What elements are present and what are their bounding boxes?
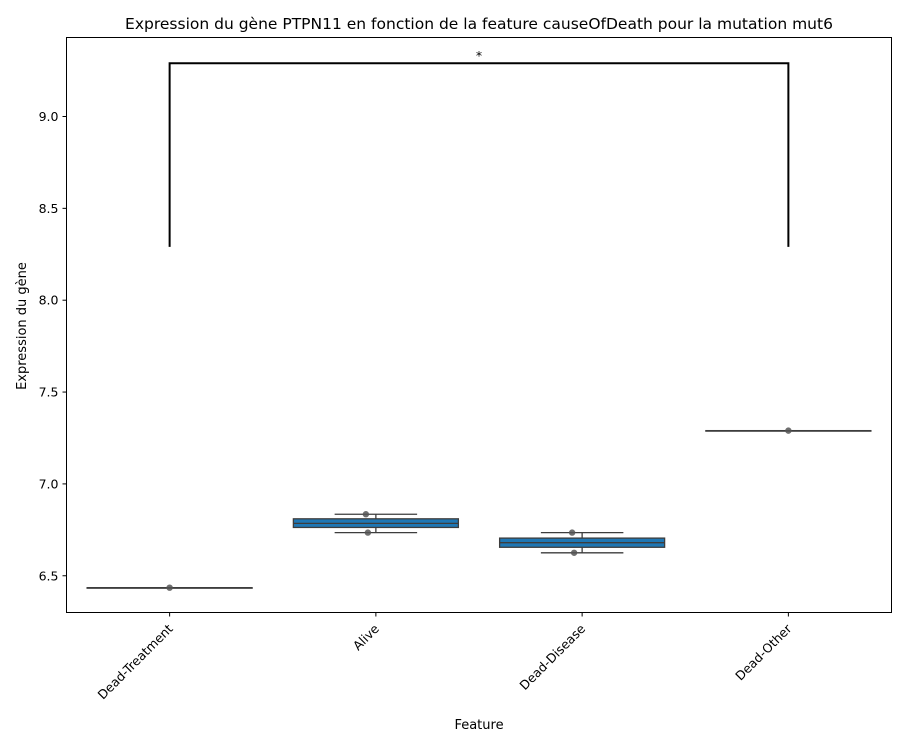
data-point <box>568 529 576 536</box>
x-tick-label: Dead-Treatment <box>95 621 176 702</box>
y-tick-label: 6.5 <box>39 568 59 583</box>
y-tick-label: 7.0 <box>39 476 59 491</box>
x-tick-label: Alive <box>350 621 382 653</box>
x-tick-label: Dead-Disease <box>516 621 588 693</box>
data-point <box>570 549 578 556</box>
y-tick-label: 7.5 <box>39 385 59 400</box>
chart-title: Expression du gène PTPN11 en fonction de… <box>125 15 833 33</box>
x-tick-label: Dead-Other <box>732 620 795 683</box>
y-axis-label: Expression du gène <box>15 262 30 390</box>
x-axis-label: Feature <box>454 718 503 733</box>
y-tick-label: 9.0 <box>39 109 59 124</box>
data-point <box>785 427 792 434</box>
y-tick-label: 8.0 <box>39 293 59 308</box>
data-point <box>166 584 173 591</box>
plot-frame <box>66 37 892 613</box>
data-point <box>364 529 372 536</box>
data-point <box>362 511 370 518</box>
y-tick-label: 8.5 <box>39 201 59 216</box>
significance-label: * <box>476 48 482 63</box>
significance-bracket <box>168 62 790 247</box>
